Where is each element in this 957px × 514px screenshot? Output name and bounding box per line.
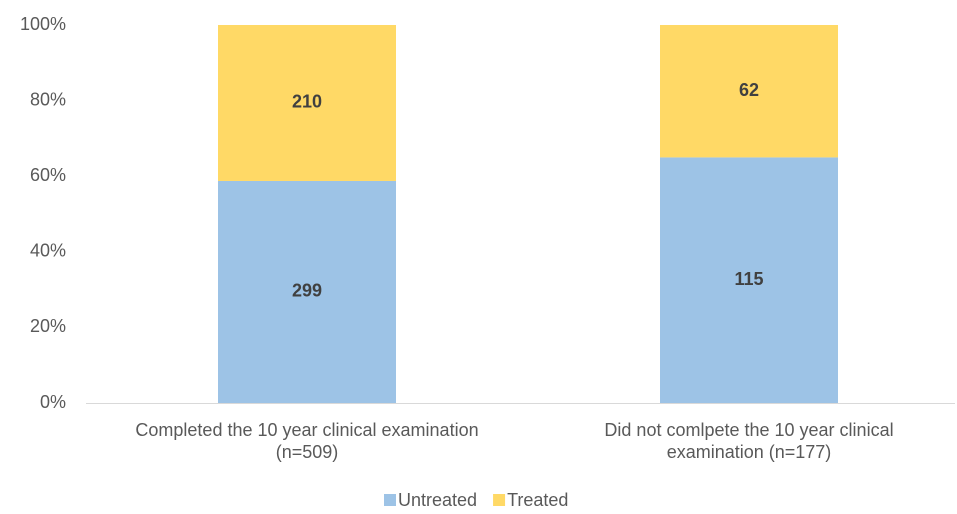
legend-swatch bbox=[493, 494, 506, 506]
data-label: 299 bbox=[292, 281, 322, 301]
y-tick-label: 60% bbox=[30, 165, 66, 185]
bar-segment bbox=[660, 25, 838, 158]
bar-segment bbox=[218, 180, 396, 403]
legend-swatch bbox=[384, 494, 396, 506]
y-tick-label: 40% bbox=[30, 241, 66, 261]
data-label: 115 bbox=[734, 269, 763, 289]
data-label: 210 bbox=[292, 92, 322, 112]
x-tick-label: Did not comlpete the 10 year clinical exa… bbox=[604, 420, 893, 462]
y-tick-label: 100% bbox=[20, 14, 66, 34]
legend-label: Untreated bbox=[398, 490, 477, 510]
y-tick-label: 0% bbox=[40, 392, 66, 412]
x-tick-label: Completed the 10 year clinical examinati… bbox=[135, 420, 478, 462]
legend-label: Treated bbox=[507, 490, 568, 510]
bar-segment bbox=[660, 157, 838, 403]
data-label: 62 bbox=[739, 80, 759, 100]
bar-segment bbox=[218, 25, 396, 181]
y-tick-label: 20% bbox=[30, 316, 66, 336]
y-tick-label: 80% bbox=[30, 89, 66, 109]
